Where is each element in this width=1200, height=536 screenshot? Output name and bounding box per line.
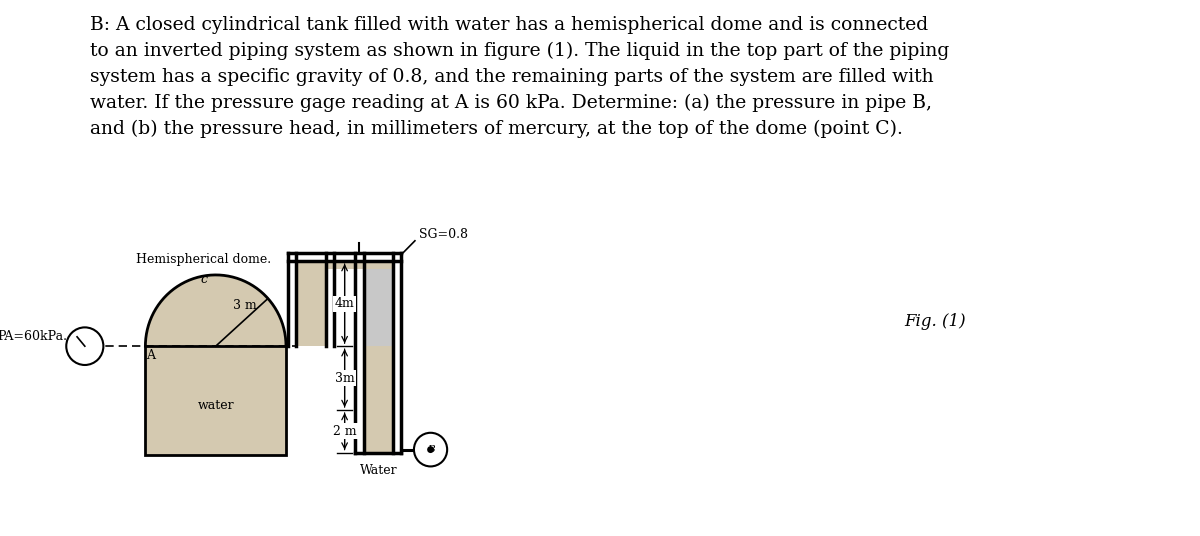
Text: Water: Water — [360, 464, 397, 478]
Text: 2 m: 2 m — [332, 425, 356, 438]
Bar — [145, 346, 286, 455]
Circle shape — [66, 327, 103, 365]
Wedge shape — [145, 275, 286, 346]
Bar — [145, 346, 286, 455]
Text: A: A — [146, 349, 155, 362]
Text: 3m: 3m — [335, 371, 354, 385]
Text: B: A closed cylindrical tank filled with water has a hemispherical dome and is c: B: A closed cylindrical tank filled with… — [90, 16, 949, 138]
Text: water: water — [197, 399, 234, 412]
Text: PA=60kPa.: PA=60kPa. — [0, 330, 67, 343]
Circle shape — [414, 433, 448, 466]
Text: 4m: 4m — [335, 297, 354, 310]
Bar — [364, 270, 392, 346]
Text: c: c — [200, 273, 208, 286]
Circle shape — [427, 446, 434, 453]
Text: B: B — [427, 445, 434, 454]
Text: Fig. (1): Fig. (1) — [905, 312, 966, 330]
Text: 3 m: 3 m — [233, 299, 257, 311]
Text: Hemispherical dome.: Hemispherical dome. — [136, 253, 271, 266]
Bar — [296, 261, 392, 270]
Bar — [364, 346, 392, 452]
Text: SG=0.8: SG=0.8 — [419, 228, 468, 241]
Bar — [296, 261, 325, 346]
